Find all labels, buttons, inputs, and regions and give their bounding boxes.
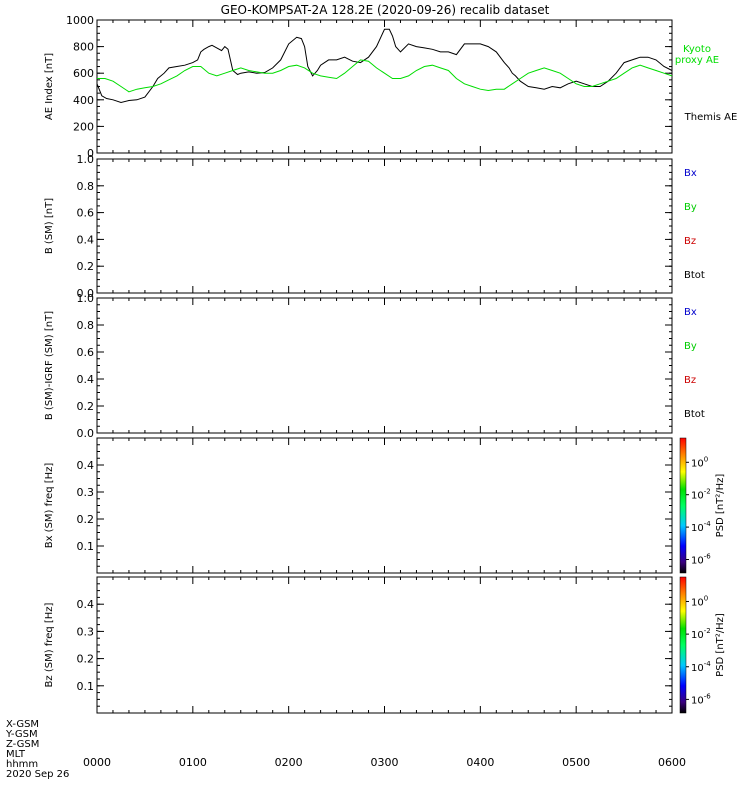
y-tick-label: 0.1 bbox=[77, 540, 95, 553]
y-tick-label: 0 bbox=[87, 147, 94, 160]
legend-label: Kyoto bbox=[683, 44, 711, 55]
legend-label: By bbox=[684, 341, 697, 352]
y-tick-label: 1.0 bbox=[77, 153, 95, 166]
y-tick-label: 0.2 bbox=[77, 260, 95, 273]
figure-title: GEO-KOMPSAT-2A 128.2E (2020-09-26) recal… bbox=[221, 3, 550, 17]
y-tick-label: 1000 bbox=[66, 14, 94, 27]
panel-frame bbox=[96, 437, 673, 574]
series-line-kyoto-proxy-ae bbox=[97, 59, 673, 93]
legend-label: Bx bbox=[684, 307, 697, 318]
legend-label: Bx bbox=[684, 168, 697, 179]
y-tick-label: 0.8 bbox=[77, 319, 95, 332]
y-axis-title: B (SM)-IGRF (SM) [nT] bbox=[44, 311, 55, 420]
y-tick-label: 0.6 bbox=[77, 207, 95, 220]
y-tick-label: 0.2 bbox=[77, 400, 95, 413]
y-tick-label: 0.0 bbox=[77, 287, 95, 300]
x-tick-label: 0300 bbox=[371, 756, 399, 769]
panel-frame bbox=[96, 576, 673, 714]
x-tick-label: 0100 bbox=[179, 756, 207, 769]
series-line-themis-ae bbox=[96, 28, 673, 104]
y-tick-label: 0.6 bbox=[77, 346, 95, 359]
legend-label: By bbox=[684, 202, 697, 213]
legend-label: Bz bbox=[684, 375, 696, 386]
colorbar-tick-label: 10-2 bbox=[691, 488, 711, 502]
colorbar-tick-label: 10-6 bbox=[691, 692, 711, 706]
x-tick-label: 0000 bbox=[83, 756, 111, 769]
panel-4: 0.1 0.2 0.3 0.4 Bx (SM) freq [Hz] 100 10-2 10-4… bbox=[44, 437, 726, 574]
panels: 0 200 400 600 800 1000 AE Index [nT] Kyotoproxy… bbox=[44, 14, 737, 714]
legend-label: Themis AE bbox=[684, 112, 738, 123]
x-tick-label: 0600 bbox=[658, 756, 686, 769]
x-axis-labels: X-GSM Y-GSM Z-GSM MLT hhmm 2020 Sep 26 bbox=[5, 719, 69, 780]
panel-5: 0.1 0.2 0.3 0.4 Bz (SM) freq [Hz] 100 10-2 10-4… bbox=[44, 576, 726, 714]
y-tick-label: 1.0 bbox=[77, 292, 95, 305]
y-axis-title: Bx (SM) freq [Hz] bbox=[44, 463, 55, 549]
colorbar-tick-label: 10-4 bbox=[691, 520, 711, 534]
y-tick-label: 0.8 bbox=[77, 180, 95, 193]
colorbar-title: PSD [nT²/Hz] bbox=[715, 613, 726, 677]
panel-3: 0.0 0.2 0.4 0.6 0.8 1.0 B (SM)-IGRF (SM) [nT] B… bbox=[44, 292, 705, 440]
y-tick-label: 600 bbox=[73, 67, 94, 80]
y-tick-label: 0.3 bbox=[77, 625, 95, 638]
colorbar-tick-label: 10-2 bbox=[691, 627, 711, 641]
panel-2: 0.0 0.2 0.4 0.6 0.8 1.0 B (SM) [nT] Bx By Bz Btot bbox=[44, 153, 705, 300]
colorbar bbox=[679, 437, 687, 574]
y-tick-label: 0.4 bbox=[77, 459, 95, 472]
x-row-label: hhmm bbox=[6, 759, 38, 770]
y-tick-label: 0.4 bbox=[77, 233, 95, 246]
x-tick-label: 0500 bbox=[562, 756, 590, 769]
y-tick-label: 0.4 bbox=[77, 598, 95, 611]
panel-1: 0 200 400 600 800 1000 AE Index [nT] Kyotoproxy… bbox=[44, 14, 737, 160]
colorbar-tick-label: 100 bbox=[691, 455, 708, 469]
y-tick-label: 0.3 bbox=[77, 486, 95, 499]
legend-label: proxy AE bbox=[675, 55, 719, 66]
x-row-label: MLT bbox=[6, 749, 26, 760]
legend-label: Bz bbox=[684, 236, 696, 247]
panel-frame bbox=[96, 158, 673, 294]
x-row-label: X-GSM bbox=[6, 719, 39, 730]
x-tick-label: 0400 bbox=[466, 756, 494, 769]
colorbar bbox=[679, 576, 687, 714]
y-axis-title: Bz (SM) freq [Hz] bbox=[44, 602, 55, 687]
y-tick-label: 0.0 bbox=[77, 427, 95, 440]
y-axis-title: AE Index [nT] bbox=[44, 53, 55, 120]
x-row-label: Y-GSM bbox=[5, 729, 38, 740]
x-tick-label: 0200 bbox=[275, 756, 303, 769]
x-row-label: Z-GSM bbox=[6, 739, 39, 750]
colorbar-tick-label: 10-6 bbox=[691, 553, 711, 567]
y-tick-label: 0.1 bbox=[77, 680, 95, 693]
colorbar-title: PSD [nT²/Hz] bbox=[715, 474, 726, 538]
y-tick-label: 200 bbox=[73, 120, 94, 133]
y-tick-label: 0.2 bbox=[77, 653, 95, 666]
legend-label: Btot bbox=[684, 270, 705, 281]
x-row-label: 2020 Sep 26 bbox=[6, 769, 69, 780]
colorbar-tick-label: 10-4 bbox=[691, 660, 711, 674]
y-tick-label: 800 bbox=[73, 41, 94, 54]
y-tick-label: 400 bbox=[73, 94, 94, 107]
y-tick-label: 0.2 bbox=[77, 513, 95, 526]
y-tick-label: 0.4 bbox=[77, 373, 95, 386]
y-axis-title: B (SM) [nT] bbox=[44, 198, 55, 254]
panel-frame bbox=[96, 297, 673, 434]
colorbar-tick-label: 100 bbox=[691, 594, 708, 608]
legend-label: Btot bbox=[684, 409, 705, 420]
